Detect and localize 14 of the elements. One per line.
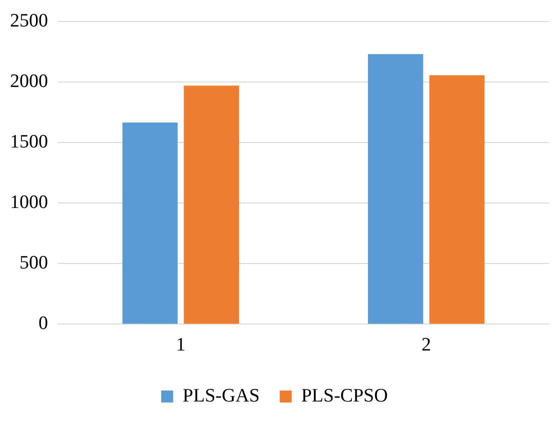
- bar: [429, 75, 485, 324]
- y-tick-label: 500: [20, 252, 48, 274]
- x-tick-label: 1: [176, 334, 186, 356]
- legend-label: PLS-CPSO: [301, 385, 388, 406]
- bar: [184, 86, 240, 324]
- y-tick-label: 2500: [10, 10, 48, 32]
- y-tick-label: 2000: [10, 70, 48, 92]
- y-tick-label: 1000: [10, 192, 48, 214]
- y-tick-label: 1500: [10, 132, 48, 153]
- bar: [122, 122, 178, 324]
- bar: [368, 54, 424, 324]
- x-tick-label: 2: [422, 334, 431, 356]
- legend-label: PLS-GAS: [182, 385, 260, 406]
- y-tick-label: 0: [38, 313, 48, 334]
